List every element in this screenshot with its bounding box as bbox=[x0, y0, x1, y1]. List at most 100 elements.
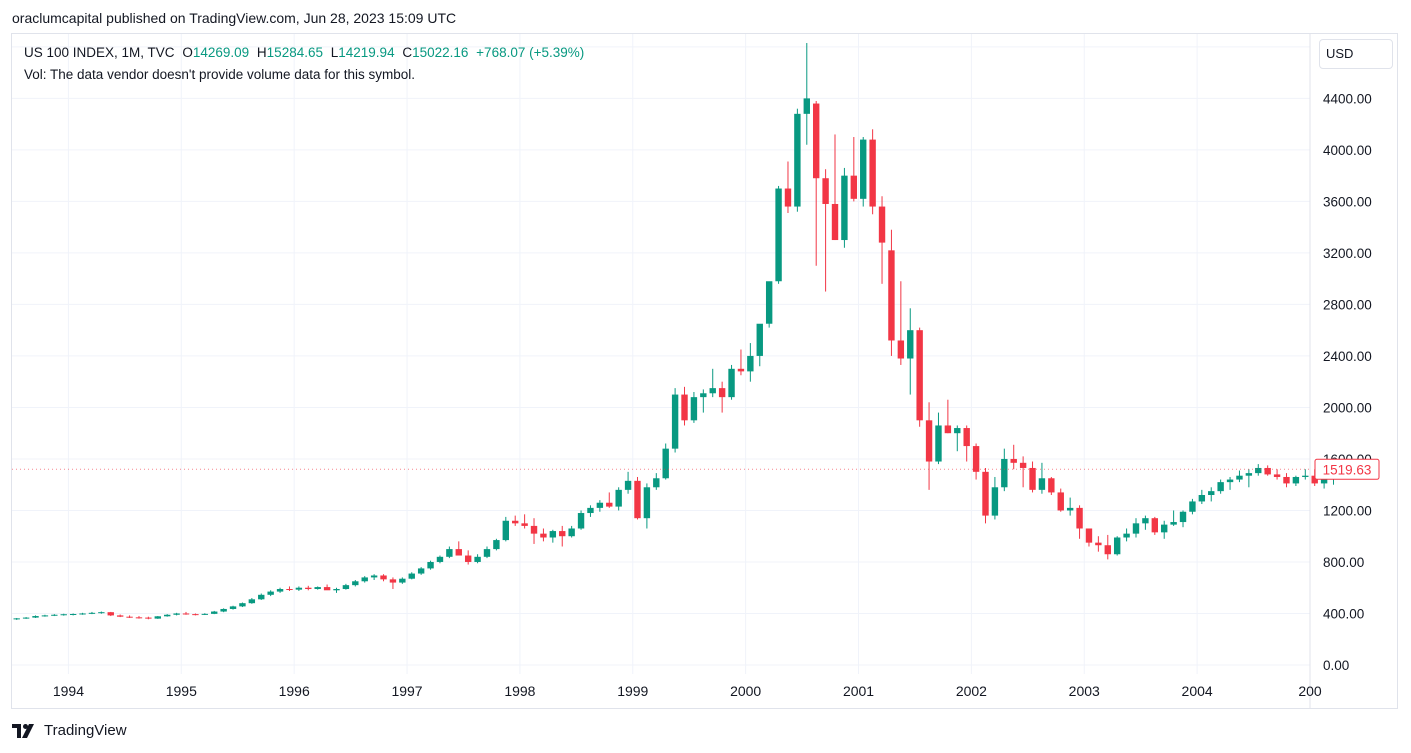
candle bbox=[549, 529, 557, 543]
candle bbox=[1283, 473, 1290, 488]
candle bbox=[869, 129, 876, 215]
last-price-badge bbox=[1314, 458, 1380, 480]
candle bbox=[606, 492, 613, 508]
open-label: O bbox=[182, 45, 193, 60]
time-axis: 1994 1995 1996 1997 1998 1999 2000 2001 2002 2003… bbox=[53, 683, 1322, 699]
last-price-label: 1519.63 bbox=[1323, 462, 1372, 477]
candle bbox=[464, 550, 472, 565]
candle-body bbox=[417, 568, 425, 574]
grid-lines bbox=[12, 34, 1311, 674]
candle-body bbox=[907, 330, 914, 359]
candle-body bbox=[1076, 507, 1083, 529]
time-tick-label: 1994 bbox=[53, 683, 84, 699]
candle-body bbox=[1095, 542, 1102, 546]
candle-body bbox=[784, 188, 792, 207]
change-value: +768.07 (+5.39%) bbox=[476, 45, 585, 60]
candle-body bbox=[634, 480, 641, 519]
high-value: 15284.65 bbox=[266, 45, 323, 60]
last-price-marker: 1519.63 bbox=[12, 458, 1380, 480]
candle-body bbox=[182, 613, 190, 615]
candle bbox=[577, 510, 585, 530]
candle bbox=[916, 327, 923, 427]
candle-body bbox=[98, 612, 105, 614]
candle bbox=[436, 555, 444, 564]
candle-body bbox=[709, 388, 716, 394]
price-tick-label: 0.00 bbox=[1323, 658, 1349, 673]
candle bbox=[709, 368, 716, 398]
price-chart[interactable]: 0.00400.00800.001200.001600.002000.00240… bbox=[12, 34, 1398, 708]
candle bbox=[718, 381, 726, 413]
candle bbox=[897, 281, 905, 365]
candle-body bbox=[1048, 478, 1055, 493]
candle bbox=[474, 554, 481, 564]
candle bbox=[737, 349, 745, 376]
candle bbox=[342, 583, 350, 590]
candle-body bbox=[653, 478, 660, 488]
time-tick-label: 2002 bbox=[956, 683, 987, 699]
candle-body bbox=[116, 615, 124, 617]
candle bbox=[1170, 510, 1177, 526]
symbol-legend: US 100 INDEX, 1M, TVC O14269.09 H15284.6… bbox=[24, 45, 584, 60]
candle bbox=[1010, 444, 1017, 470]
candle bbox=[60, 613, 67, 616]
candle bbox=[1076, 505, 1083, 539]
candle-body bbox=[587, 507, 594, 514]
candle bbox=[22, 617, 30, 619]
low-value: 14219.94 bbox=[338, 45, 395, 60]
candle-body bbox=[455, 549, 462, 556]
candle-body bbox=[248, 599, 256, 604]
candle-body bbox=[229, 606, 237, 609]
candle bbox=[399, 577, 406, 584]
candle-body bbox=[1132, 523, 1140, 534]
candle bbox=[192, 613, 199, 616]
candle bbox=[1217, 479, 1224, 494]
candle bbox=[512, 515, 519, 526]
candle-body bbox=[718, 388, 726, 398]
candle-body bbox=[1255, 467, 1262, 474]
currency-button[interactable]: USD bbox=[1319, 39, 1393, 69]
candle-body bbox=[1066, 507, 1074, 511]
candle bbox=[173, 612, 180, 616]
candle-body bbox=[436, 556, 444, 562]
candle-body bbox=[13, 618, 20, 620]
candle bbox=[1151, 516, 1159, 535]
candle-body bbox=[464, 555, 472, 562]
candle bbox=[79, 612, 86, 615]
time-tick-label: 1998 bbox=[504, 683, 535, 699]
candle-body bbox=[154, 616, 161, 619]
candle-body bbox=[775, 188, 782, 282]
candle bbox=[1208, 487, 1215, 502]
candle-body bbox=[1320, 478, 1328, 484]
candle bbox=[116, 614, 124, 618]
candle bbox=[51, 614, 58, 617]
candle bbox=[182, 611, 190, 615]
candle bbox=[634, 476, 641, 520]
candle-body bbox=[192, 614, 199, 616]
candle bbox=[126, 615, 133, 618]
candle bbox=[1019, 456, 1027, 488]
candle-body bbox=[1283, 476, 1290, 484]
candle bbox=[530, 518, 538, 544]
candle bbox=[596, 500, 604, 512]
candle-body bbox=[944, 425, 952, 434]
candle-body bbox=[314, 587, 321, 590]
time-tick-label: 2003 bbox=[1069, 683, 1100, 699]
candle-body bbox=[399, 578, 406, 583]
candle bbox=[352, 579, 359, 587]
candle-body bbox=[615, 489, 622, 507]
time-tick-label: 2004 bbox=[1182, 683, 1213, 699]
candle-body bbox=[427, 561, 434, 569]
candle-body bbox=[700, 393, 707, 398]
footer-branding[interactable]: TradingView bbox=[12, 722, 127, 739]
candle bbox=[163, 614, 171, 617]
candle-body bbox=[521, 523, 528, 526]
volume-note: Vol: The data vendor doesn't provide vol… bbox=[24, 67, 416, 82]
candle bbox=[850, 137, 858, 202]
candle-body bbox=[1019, 462, 1027, 468]
candlestick-series bbox=[13, 43, 1337, 620]
candle-body bbox=[295, 587, 303, 590]
candle bbox=[521, 514, 528, 529]
candle-body bbox=[860, 139, 867, 199]
candle bbox=[258, 593, 265, 600]
candle-body bbox=[69, 613, 77, 615]
